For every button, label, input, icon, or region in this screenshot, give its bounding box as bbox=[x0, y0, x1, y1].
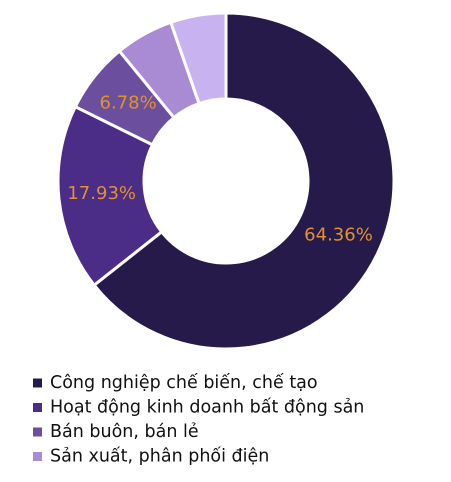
legend-swatch bbox=[33, 378, 42, 388]
legend-swatch bbox=[33, 452, 42, 461]
slice bbox=[168, 11, 228, 106]
slice bbox=[56, 104, 164, 288]
legend-swatch bbox=[33, 427, 42, 437]
value-label: 6.78% bbox=[100, 92, 157, 113]
legend-label: Hoạt động kinh doanh bất động sản bbox=[50, 397, 364, 418]
legend-swatch bbox=[33, 403, 42, 412]
legend-label: Bán buôn, bán lẻ bbox=[50, 422, 199, 442]
legend-label: Sản xuất, phân phối điện bbox=[50, 446, 269, 467]
legend-label: Công nghiệp chế biến, chế tạo bbox=[50, 372, 318, 393]
value-label: 17.93% bbox=[67, 183, 136, 204]
value-label: 64.36% bbox=[304, 224, 373, 245]
slice bbox=[92, 11, 396, 351]
